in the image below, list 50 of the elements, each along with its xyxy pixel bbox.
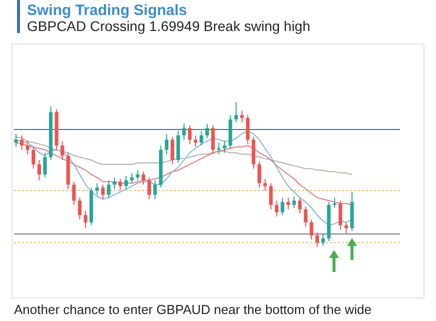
candlestick	[20, 134, 24, 150]
candlestick	[304, 206, 308, 228]
candlestick	[240, 110, 244, 123]
candlestick	[32, 146, 36, 170]
candlestick	[200, 130, 204, 146]
candlestick	[222, 140, 226, 154]
candlestick	[280, 197, 284, 216]
candlestick	[188, 124, 192, 145]
candlestick	[216, 142, 221, 155]
candlestick	[263, 178, 267, 191]
candlestick	[43, 152, 47, 178]
candlestick	[72, 181, 76, 206]
candlestick	[234, 102, 238, 123]
candlestick	[112, 176, 116, 190]
candlestick	[292, 196, 296, 208]
candlestick	[26, 140, 30, 155]
candlestick	[164, 133, 168, 155]
candlestick	[338, 200, 342, 230]
candlestick	[37, 160, 41, 181]
candlestick	[136, 170, 140, 181]
candlestick	[310, 218, 314, 240]
candlestick	[286, 197, 290, 210]
candlestick	[170, 136, 174, 165]
candlestick	[182, 123, 186, 140]
candlestick	[211, 124, 215, 155]
candlestick	[14, 133, 18, 148]
candlestick	[274, 200, 278, 218]
candlestick	[84, 210, 88, 229]
candlestick	[101, 184, 105, 200]
candlestick	[124, 175, 128, 190]
candlestick	[60, 140, 64, 160]
candlestick	[315, 232, 320, 248]
candlestick	[332, 197, 336, 208]
candlestick	[269, 182, 273, 210]
text: Another chance to enter GBPAUD near the bottom of the wide	[14, 302, 372, 317]
candlestick	[78, 197, 82, 220]
candlestick	[258, 160, 262, 188]
candlestick	[147, 176, 152, 200]
candlestick	[298, 197, 302, 214]
chart-title: Swing Trading Signals	[27, 2, 188, 19]
candlestick	[194, 134, 198, 148]
candlestick	[106, 180, 110, 198]
candlestick	[246, 114, 250, 145]
candlestick	[321, 233, 325, 246]
candlestick	[205, 123, 209, 139]
chart-subtitle: GBPCAD Crossing 1.69949 Break swing high	[27, 18, 310, 34]
candlestick	[95, 182, 99, 196]
candlestick	[130, 172, 134, 184]
candlestick	[142, 171, 146, 186]
candlestick	[153, 180, 157, 200]
